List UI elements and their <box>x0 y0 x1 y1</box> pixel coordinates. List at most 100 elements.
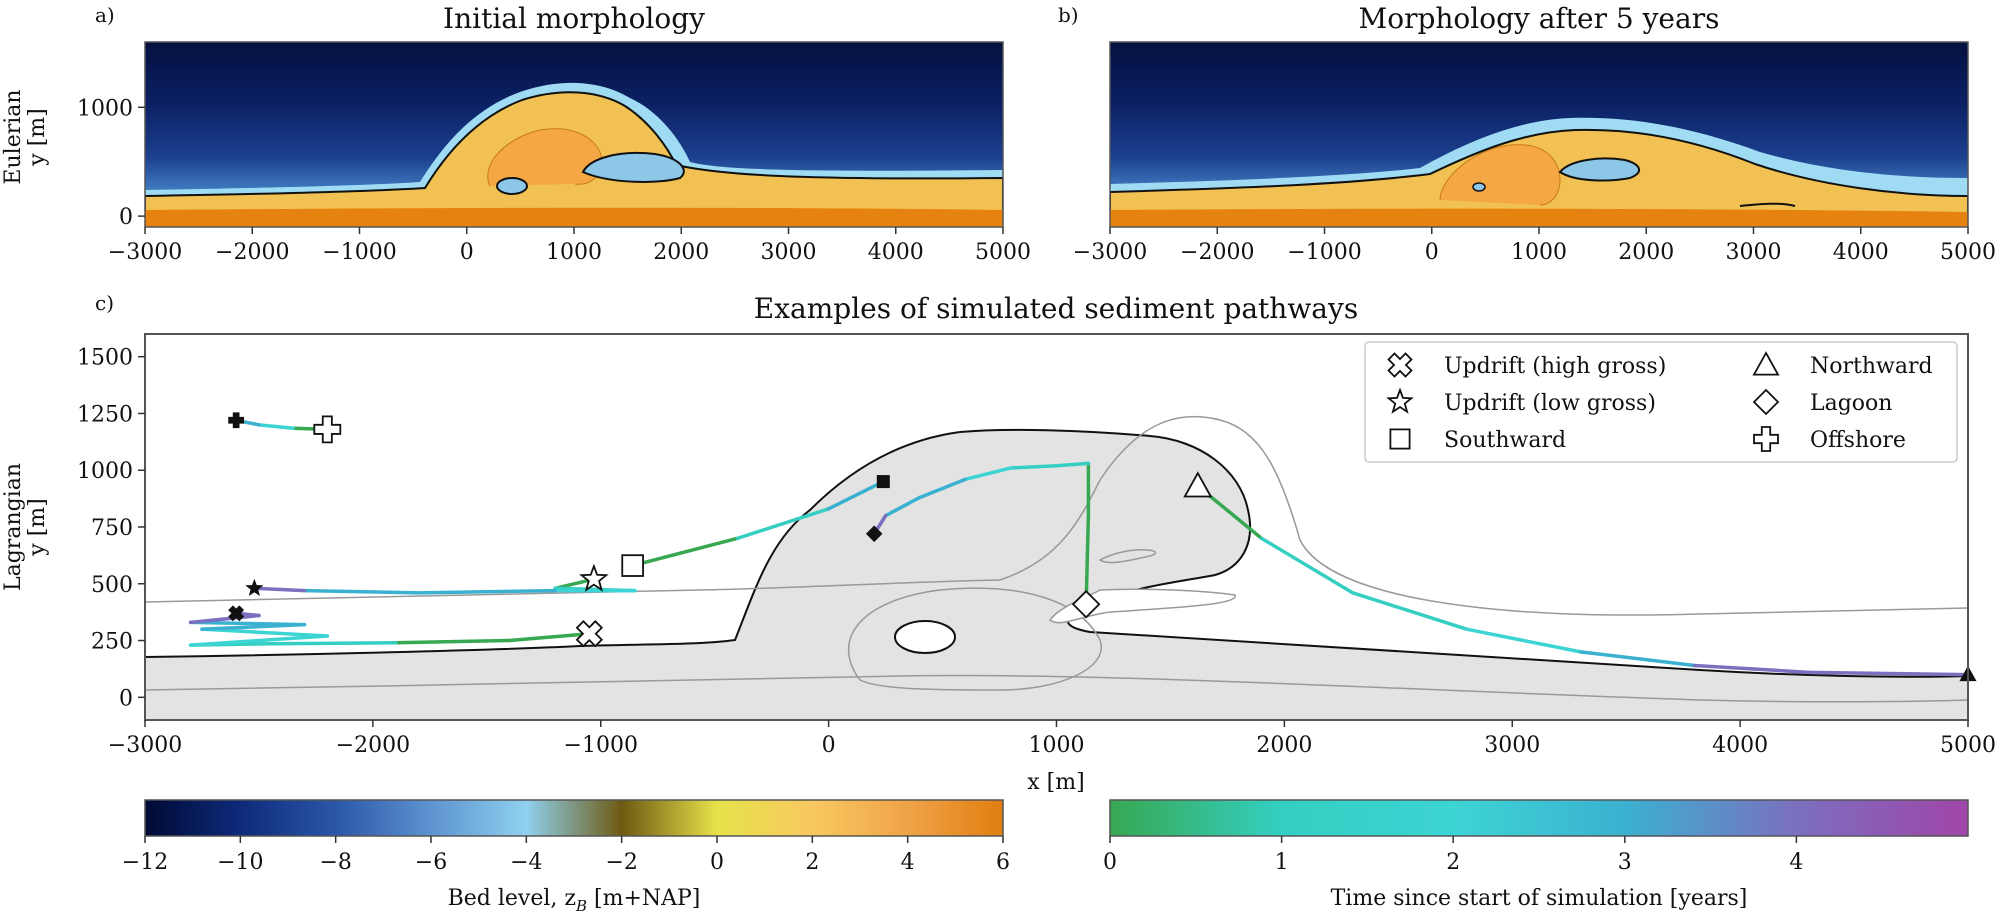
x-tick-label: 1000 <box>1029 733 1085 758</box>
pathway-segment <box>257 641 398 646</box>
y-tick-label: 1500 <box>77 346 133 371</box>
panel-c-background <box>145 415 1968 720</box>
x-tick-label: 2000 <box>1256 733 1312 758</box>
colorbar-bed-label: Bed level, zB [m+NAP] <box>448 886 701 915</box>
pathway-start-marker <box>313 415 342 444</box>
colorbar-time-label: Time since start of simulation [years] <box>1331 886 1748 911</box>
colorbar-tick-label: 3 <box>1618 850 1632 875</box>
pathway-segment <box>735 507 831 541</box>
x-marker <box>1387 352 1413 378</box>
pathway-end-marker <box>876 475 890 489</box>
panel-c-xlabel: x [m] <box>1027 770 1084 795</box>
colorbar-tick-label: 0 <box>1103 850 1117 875</box>
legend-label: Northward <box>1810 354 1933 379</box>
panel-b-heatmap <box>1110 42 1968 227</box>
x-tick-label: 5000 <box>1940 733 1996 758</box>
pathway-segment <box>1054 461 1091 468</box>
y-tick-label: 1000 <box>77 459 133 484</box>
x-tick-label: −3000 <box>1073 240 1147 265</box>
legend-box <box>1364 341 1958 463</box>
colorbar-tick-label: −10 <box>217 850 263 875</box>
pathway-start-marker <box>621 554 644 577</box>
legend-label: Lagoon <box>1810 391 1892 416</box>
x-tick-label: 1000 <box>546 240 602 265</box>
x-tick-label: 3000 <box>1726 240 1782 265</box>
x-tick-label: −2000 <box>215 240 289 265</box>
x-tick-label: −1000 <box>322 240 396 265</box>
pathway-segment <box>826 479 886 511</box>
pathway-segment <box>1009 463 1059 470</box>
x-tick-label: 5000 <box>975 240 1031 265</box>
panel-c-title: Examples of simulated sediment pathways <box>754 292 1358 325</box>
pathway-end-marker <box>228 605 245 622</box>
x-tick-label: 4000 <box>868 240 924 265</box>
x-tick-label: −2000 <box>336 733 410 758</box>
pathway-segment <box>1806 670 1968 677</box>
panel-a: a) Initial morphology Eulerian y [m] <box>1 2 1004 228</box>
diamond-marker <box>1752 388 1780 416</box>
legend-label: Offshore <box>1810 428 1906 453</box>
pathway-segment <box>188 620 307 627</box>
x-tick-label: 5000 <box>1940 240 1996 265</box>
panel-b: b) Morphology after 5 years <box>1058 2 1969 228</box>
x-tick-label: 3000 <box>1484 733 1540 758</box>
legend-label: Southward <box>1444 428 1566 453</box>
x-tick-label: −3000 <box>108 240 182 265</box>
legend: Updrift (high gross) Updrift (low gross) S… <box>1364 341 1958 463</box>
panel-a-ylabel-1: Eulerian <box>1 89 26 184</box>
y-tick-label: 1000 <box>77 96 133 121</box>
pathway-segment <box>1350 591 1469 631</box>
colorbar-tick-label: −8 <box>319 850 351 875</box>
pathway-segment <box>1692 663 1811 675</box>
colorbar-tick-label: 6 <box>996 850 1010 875</box>
legend-label: Updrift (high gross) <box>1444 354 1666 379</box>
pathway-segment <box>302 588 421 595</box>
pathway-segment <box>188 613 261 625</box>
x-tick-label: 2000 <box>653 240 709 265</box>
x-tick-label: 4000 <box>1712 733 1768 758</box>
y-tick-label: 750 <box>91 516 133 541</box>
pathway-start-marker <box>1071 589 1101 619</box>
pathway-segment <box>1578 650 1697 668</box>
pathway-segment <box>393 638 512 645</box>
y-tick-label: 1250 <box>77 402 133 427</box>
pathway-segment <box>1084 513 1091 606</box>
pathway-end-marker <box>865 525 883 543</box>
panel-c-letter: c) <box>95 291 114 315</box>
x-tick-label: 1000 <box>1511 240 1567 265</box>
colorbar-bed-bar <box>144 799 1004 837</box>
x-tick-label: 3000 <box>761 240 817 265</box>
pathway-end-marker <box>228 412 245 429</box>
pathway-segment <box>918 477 968 500</box>
pathway-segment <box>257 423 295 430</box>
plus-marker <box>1753 426 1779 452</box>
x-tick-label: 0 <box>822 733 836 758</box>
panel-c-ylabel-2: y [m] <box>25 498 50 556</box>
pathway-segment <box>1464 627 1583 654</box>
panel-c-ylabel-1: Lagrangian <box>1 463 26 591</box>
colorbar-time-bar <box>1109 799 1969 837</box>
colorbar-tick-label: 1 <box>1275 850 1289 875</box>
colorbar-bed: −12 −10 −8 −6 −4 −2 0 2 4 6 Bed level, zB [m+NAP] <box>122 799 1010 915</box>
x-tick-label: −1000 <box>564 733 638 758</box>
pathway-segment <box>1259 536 1355 595</box>
panel-a-ylabel-2: y [m] <box>25 108 50 166</box>
pathway-start-marker <box>1183 471 1213 498</box>
pathway-segment <box>188 634 330 647</box>
square-marker <box>1389 428 1411 450</box>
panel-c: c) Examples of simulated sediment pathwa… <box>1 291 1977 795</box>
ticks-layer: −3000 −2000 −1000 0 1000 2000 3000 4000 5000 0 100… <box>77 96 1996 758</box>
colorbar-tick-label: −2 <box>605 850 637 875</box>
triangle-marker <box>1752 351 1780 376</box>
panel-a-heatmap <box>145 42 1003 227</box>
pathway-segment <box>883 495 922 518</box>
x-tick-label: 0 <box>460 240 474 265</box>
pathway-start-marker <box>579 563 609 592</box>
y-tick-label: 0 <box>119 686 133 711</box>
x-tick-label: −1000 <box>1287 240 1361 265</box>
pathway-end-marker <box>245 578 264 597</box>
colorbar-time: 0 1 2 3 4 Time since start of simulation [ye… <box>1103 799 1969 911</box>
x-tick-label: −2000 <box>1180 240 1254 265</box>
pathway-segment <box>963 466 1013 482</box>
